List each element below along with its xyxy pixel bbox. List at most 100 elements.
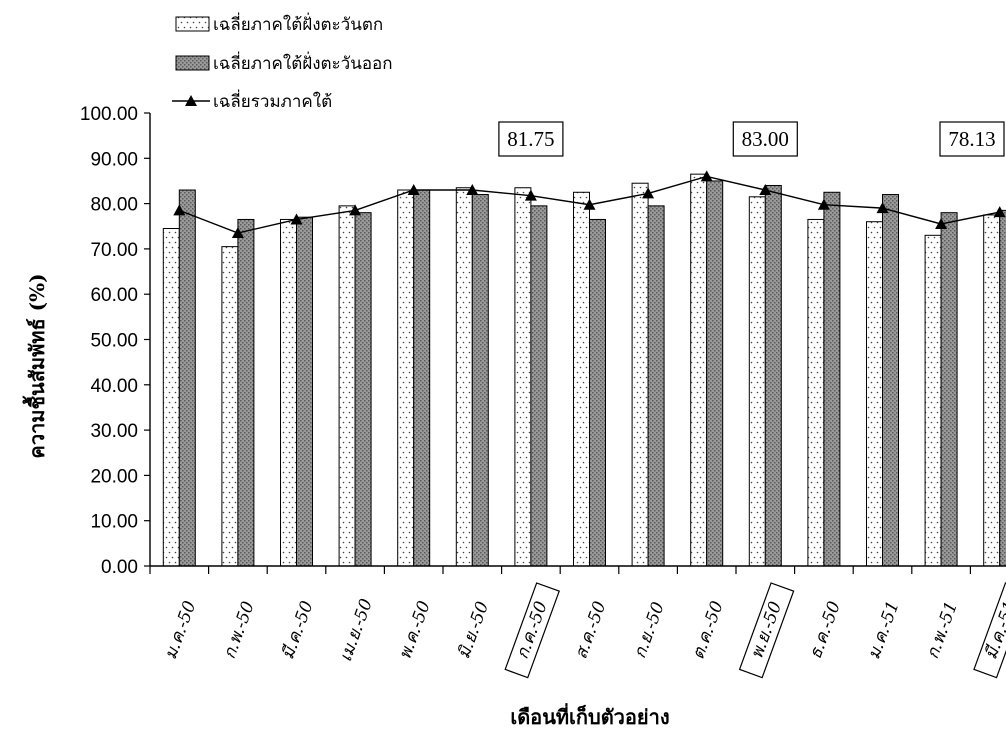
point-average <box>817 198 830 210</box>
x-tick-group: ก.พ.-50 <box>220 599 259 662</box>
point-average <box>642 187 655 199</box>
y-tick-label: 60.00 <box>90 285 138 306</box>
x-tick-label: ก.ย.-50 <box>630 599 669 661</box>
point-average <box>290 213 303 225</box>
y-tick-label: 90.00 <box>90 149 138 170</box>
point-average <box>759 184 772 196</box>
point-average <box>231 227 244 239</box>
point-average <box>993 206 1006 218</box>
point-average <box>876 202 889 214</box>
bar-west <box>866 221 883 567</box>
point-average <box>524 189 537 201</box>
x-axis-title: เดือนที่เก็บตัวอย่าง <box>510 702 669 729</box>
x-tick-highlight-box <box>738 582 795 679</box>
x-tick-label: ก.พ.-51 <box>923 599 962 662</box>
bar-east <box>882 194 899 567</box>
legend-swatch-west <box>175 16 210 32</box>
bar-east <box>999 209 1006 567</box>
x-tick-label: ม.ค.-51 <box>864 598 904 662</box>
bar-west <box>162 228 180 567</box>
x-tick-label: มิ.ย.-50 <box>454 599 493 662</box>
bar-east <box>530 205 548 567</box>
x-tick-label: เม.ย.-50 <box>336 596 377 664</box>
bar-east <box>940 212 958 567</box>
x-tick-group: มี.ค.-50 <box>278 598 318 662</box>
x-tick-label: พ.ย.-50 <box>747 599 786 662</box>
point-average <box>700 170 713 182</box>
y-tick-labels: 0.00 10.00 20.00 30.00 40.00 50.00 60.00 70.00 8… <box>80 104 138 578</box>
point-average <box>349 204 362 216</box>
y-tick-label: 100.00 <box>80 104 138 125</box>
x-tick-group: ม.ค.-50 <box>161 598 201 662</box>
point-average <box>407 184 420 196</box>
x-tick-label: ม.ค.-50 <box>161 598 201 662</box>
callout-box <box>498 121 564 157</box>
axes <box>144 112 1006 574</box>
bar-east <box>471 194 489 567</box>
bar-west <box>338 205 356 567</box>
y-tick-label: 0.00 <box>101 557 138 578</box>
x-tick-label: ธ.ค.-50 <box>806 599 845 662</box>
bar-west <box>924 234 942 567</box>
bar-east <box>178 189 196 567</box>
bar-west <box>631 182 649 567</box>
x-tick-group: ม.ค.-51 <box>864 598 904 662</box>
x-tick-group: ส.ค.-50 <box>571 599 610 662</box>
bar-east <box>296 216 313 567</box>
x-tick-label: พ.ค.-50 <box>395 598 435 662</box>
bar-east <box>647 205 665 567</box>
bar-east <box>764 184 782 567</box>
x-tick-group: ธ.ค.-50 <box>806 599 845 662</box>
legend-label: เฉลี่ยรวมภาคใต้ <box>213 89 332 112</box>
x-tick-label: ต.ค.-50 <box>688 598 728 662</box>
callouts: 81.75 83.00 78.13 <box>498 121 1005 157</box>
x-tick-label: ก.ค.-50 <box>513 599 552 662</box>
x-tick-group: มิ.ย.-50 <box>454 599 493 662</box>
bar-west <box>397 189 415 567</box>
bar-east <box>413 189 431 567</box>
x-tick-group: พ.ค.-50 <box>395 598 435 662</box>
x-tick-group: เม.ย.-50 <box>336 596 377 664</box>
point-average <box>466 184 479 196</box>
bar-west <box>280 218 297 567</box>
x-tick-label: มี.ค.-50 <box>278 598 318 662</box>
bar-west <box>690 173 708 567</box>
legend-swatch-east <box>175 55 210 71</box>
bar-west <box>455 187 473 567</box>
callout-box <box>939 121 1005 157</box>
x-tick-group: ก.ย.-50 <box>630 599 669 661</box>
x-tick-highlight-box <box>973 582 1006 679</box>
x-tick-label: ก.พ.-50 <box>220 599 259 662</box>
x-tick-group: ก.ค.-50 <box>504 582 560 679</box>
point-average <box>935 217 948 229</box>
y-axis-title: ความชื้นสัมพัทธ์ (%) <box>22 273 49 458</box>
bar-east <box>706 180 724 567</box>
legend: เฉลี่ยภาคใต้ฝั่งตะวันตกเฉลี่ยภาคใต้ฝั่งต… <box>172 12 393 112</box>
callout-value: 83.00 <box>742 127 789 151</box>
callout-value: 81.75 <box>507 127 554 151</box>
y-tick-label: 30.00 <box>90 421 138 442</box>
x-tick-group: มี.ค.-51 <box>973 582 1006 679</box>
bar-west <box>748 196 766 567</box>
bar-west <box>573 191 590 567</box>
x-tick-labels: ม.ค.-50 ก.พ.-50 มี.ค.-50 เม.ย.-50 พ.ค.-50 มิ.… <box>161 582 1006 679</box>
y-tick-label: 10.00 <box>90 512 138 533</box>
x-tick-label: ส.ค.-50 <box>571 599 610 662</box>
legend-label: เฉลี่ยภาคใต้ฝั่งตะวันออก <box>213 51 393 74</box>
point-average <box>173 204 186 216</box>
bar-east <box>237 218 255 567</box>
x-tick-group: พ.ย.-50 <box>738 582 795 679</box>
x-tick-group: ก.พ.-51 <box>923 599 962 662</box>
bar-east <box>823 191 841 567</box>
bar-west <box>807 218 825 567</box>
x-tick-highlight-box <box>504 582 560 679</box>
y-tick-label: 20.00 <box>90 466 138 487</box>
y-tick-label: 40.00 <box>90 376 138 397</box>
callout-value: 78.13 <box>948 127 995 151</box>
y-tick-label: 80.00 <box>90 195 138 216</box>
legend-label: เฉลี่ยภาคใต้ฝั่งตะวันตก <box>213 12 383 35</box>
bar-west <box>221 246 239 567</box>
x-tick-label: มี.ค.-51 <box>981 598 1006 662</box>
y-tick-label: 70.00 <box>90 240 138 261</box>
